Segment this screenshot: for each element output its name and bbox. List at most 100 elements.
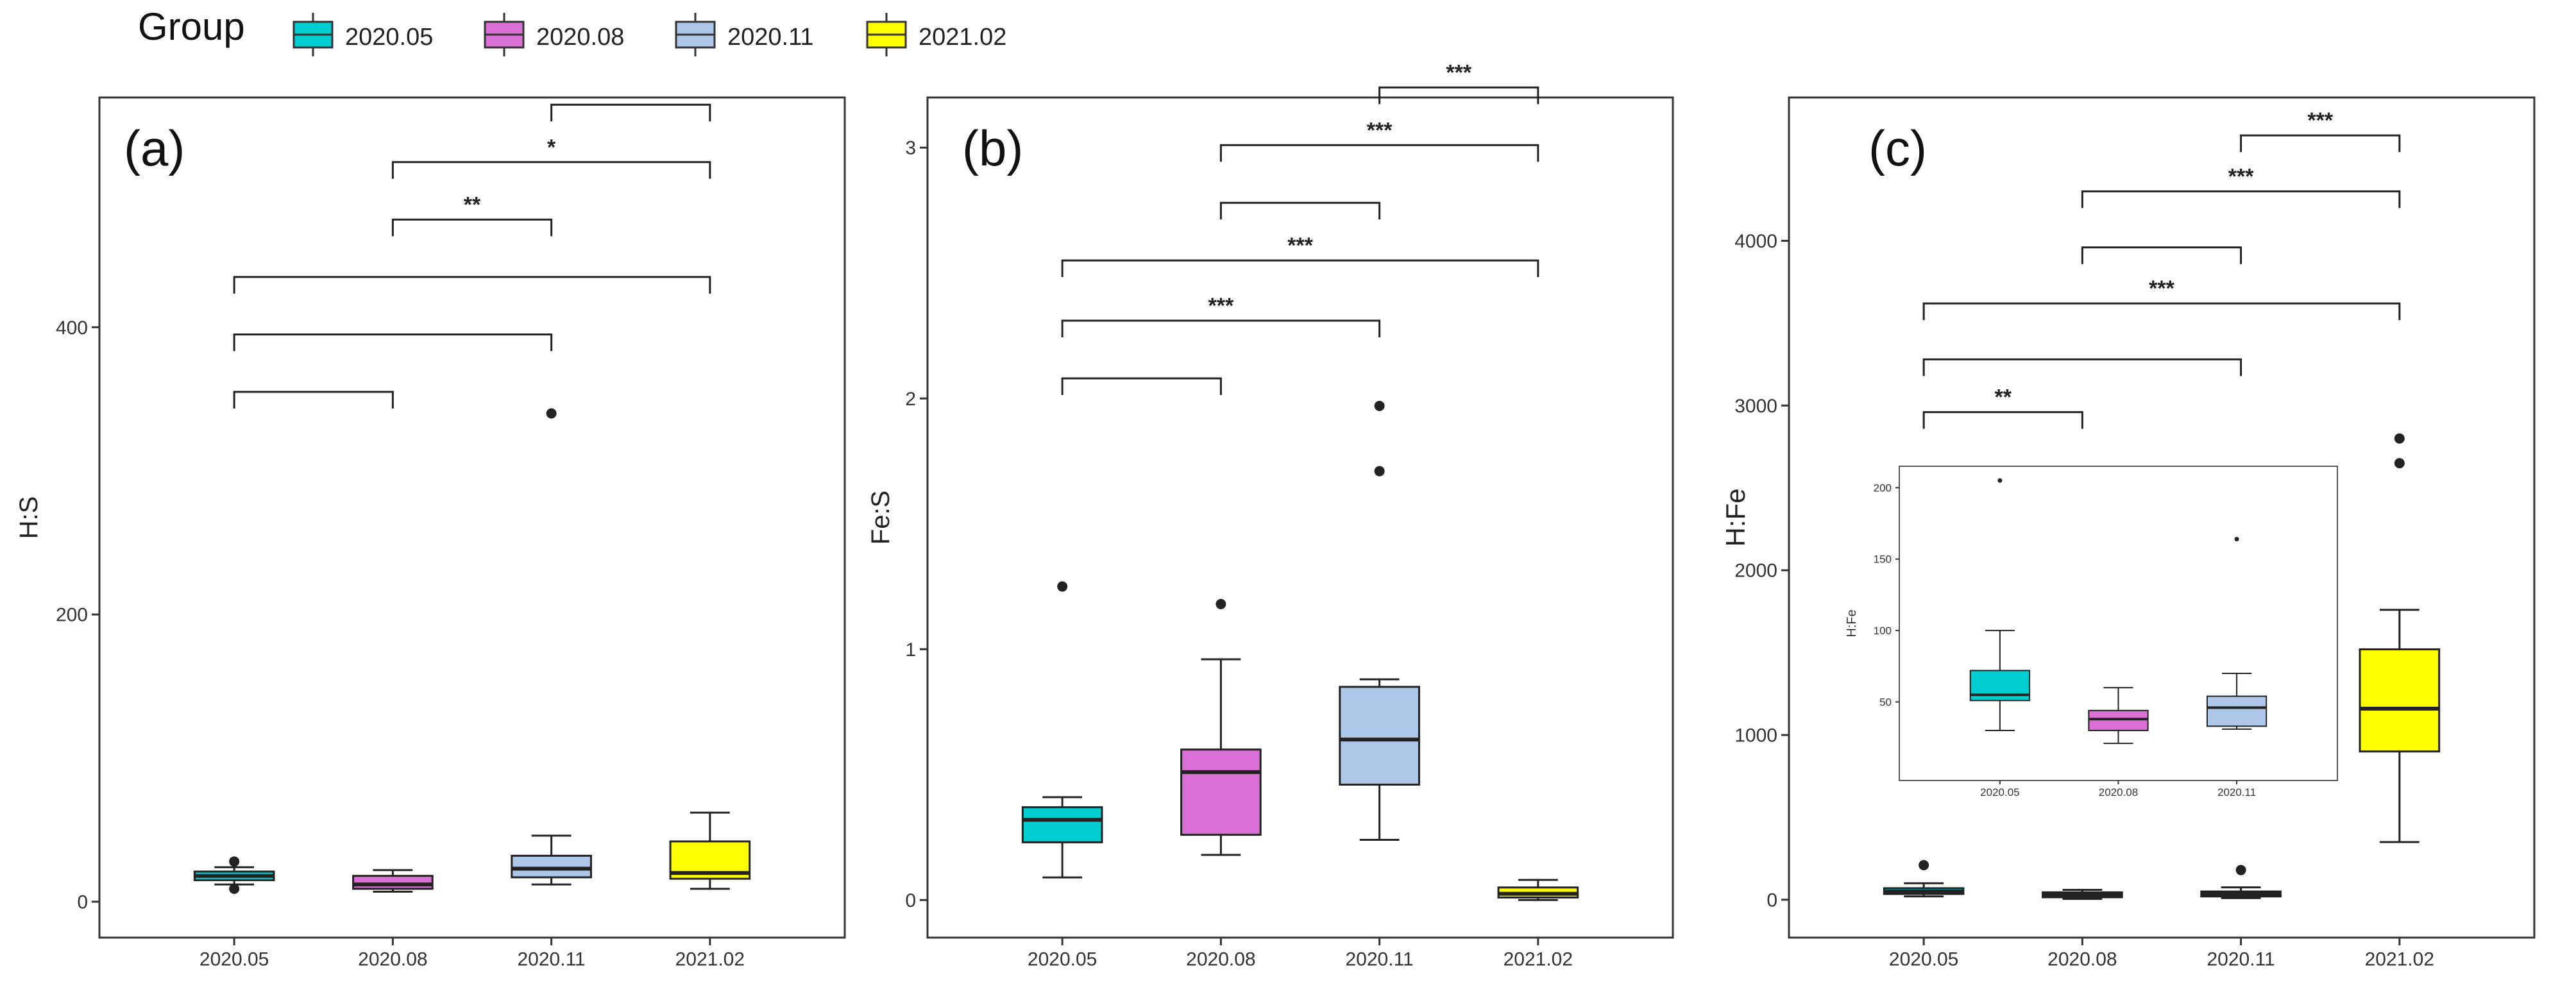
significance-label: ***: [2149, 276, 2174, 301]
x-tick-label: 2020.05: [1028, 949, 1097, 970]
comparison-bracket: [391, 161, 711, 179]
y-tick-label: 3: [905, 138, 916, 159]
comparison-bracket: [550, 103, 711, 122]
comparison-bracket: [1061, 259, 1539, 278]
outlier-point: [2235, 865, 2246, 875]
comparison-bracket: [2240, 134, 2401, 153]
panel-b: (b) Fe:S 0 1 2 3 2020.05 2020.08 2020.11 2021.0…: [867, 60, 1674, 970]
x-tick-label: 2020.11: [2207, 949, 2275, 970]
x-tick-label: 2020.05: [199, 949, 269, 970]
outlier-point: [2394, 433, 2405, 444]
legend-label: 2021.02: [919, 24, 1006, 51]
outlier-point: [229, 883, 240, 894]
y-tick-label: 100: [1874, 625, 1892, 637]
legend-item-2020-05[interactable]: 2020.05: [292, 13, 433, 56]
significance-label: **: [464, 192, 481, 217]
comparison-bracket: [1061, 319, 1381, 338]
comparison-bracket: [391, 218, 553, 237]
outlier-point: [229, 856, 240, 867]
significance-label: **: [1995, 385, 2012, 410]
x-tick-label: 2021.02: [675, 949, 745, 970]
panel-a-frame: [98, 96, 846, 939]
significance-label: ***: [1367, 118, 1393, 142]
x-tick-label: 2020.05: [1980, 786, 2019, 798]
box-2020.08: [2088, 709, 2149, 732]
outlier-point: [546, 408, 557, 419]
comparison-bracket: [233, 391, 394, 409]
significance-label: ***: [2228, 164, 2254, 189]
legend-item-2020-08[interactable]: 2020.08: [484, 13, 624, 56]
y-tick-label: 0: [77, 892, 88, 913]
panel-c: (c) H:Fe 0 1000 2000 3000 4000 2020.05 2020.08…: [1720, 96, 2536, 970]
x-tick-label: 2020.05: [1889, 949, 1958, 970]
legend-title: Group: [138, 5, 245, 48]
legend-item-2021-02[interactable]: 2021.02: [866, 13, 1006, 56]
y-tick-label: 50: [1879, 696, 1892, 708]
legend-label: 2020.08: [536, 24, 624, 51]
panel-c-y-axis-title: H:Fe: [1720, 488, 1750, 546]
panel-b-y-axis-title: Fe:S: [867, 491, 895, 544]
inset-y-axis-title: H:Fe: [1845, 609, 1859, 637]
y-tick-label: 4000: [1734, 231, 1777, 252]
comparison-bracket: [1061, 377, 1222, 395]
outlier-point: [1057, 581, 1068, 592]
box-2020.08: [1180, 748, 1262, 836]
y-tick-label: 0: [905, 890, 916, 911]
significance-label: ***: [1446, 60, 1471, 85]
x-tick-label: 2020.08: [1186, 949, 1255, 970]
y-tick-label: 400: [56, 317, 88, 339]
box-2020.05: [1021, 806, 1103, 843]
inset-chart: H:Fe 50 100 150 200 2020.05 2020.08 2020.11: [1845, 466, 2338, 798]
y-tick-label: 0: [1767, 890, 1777, 911]
comparison-bracket: [1219, 144, 1539, 162]
box-2020.08: [352, 875, 434, 890]
legend-label: 2020.05: [345, 24, 433, 51]
panel-a: (a) H:S 0 200 400 2020.05 2020.08 2020.11 2021…: [15, 96, 846, 970]
comparison-bracket: [2081, 190, 2401, 208]
significance-label: *: [547, 135, 556, 160]
panel-a-label: (a): [124, 120, 185, 176]
box-2021.02: [2359, 648, 2441, 753]
outlier-point: [1997, 478, 2003, 483]
y-tick-label: 2: [905, 389, 916, 410]
significance-label: ***: [1287, 233, 1313, 258]
y-tick-label: 1000: [1734, 725, 1777, 747]
y-tick-label: 200: [56, 605, 88, 626]
y-tick-label: 200: [1874, 482, 1892, 494]
box-2020.11: [2206, 695, 2267, 727]
comparison-bracket: [1922, 302, 2401, 321]
outlier-point: [1216, 598, 1226, 609]
panel-b-marks: 0 1 2 3 2020.05 2020.08 2020.11 2021.02 *** *** **…: [905, 60, 1579, 970]
panel-c-frame: [1788, 96, 2536, 939]
comparison-bracket: [1922, 358, 2242, 376]
x-tick-label: 2020.08: [358, 949, 427, 970]
panel-c-marks: 0 1000 2000 3000 4000 2020.05 2020.08 2020.11 20…: [1734, 108, 2441, 970]
outlier-point: [2394, 458, 2405, 469]
comparison-bracket: [233, 276, 711, 294]
panel-c-label: (c): [1868, 120, 1927, 176]
x-tick-label: 2020.11: [1346, 949, 1414, 970]
x-tick-label: 2020.11: [518, 949, 586, 970]
y-tick-label: 150: [1874, 553, 1892, 566]
x-tick-label: 2020.08: [2099, 786, 2138, 798]
x-tick-label: 2021.02: [1504, 949, 1573, 970]
comparison-bracket: [233, 333, 553, 351]
inset-marks: 50 100 150 200 2020.05 2020.08 2020.11: [1874, 478, 2267, 798]
significance-label: ***: [2307, 108, 2333, 133]
outlier-point: [1919, 859, 1929, 870]
legend-item-2020-11[interactable]: 2020.11: [675, 13, 814, 56]
comparison-bracket: [1922, 411, 2083, 429]
outlier-point: [1374, 466, 1385, 477]
box-2020.11: [1339, 686, 1420, 786]
y-tick-label: 1: [905, 639, 916, 661]
comparison-bracket: [1219, 201, 1381, 220]
y-tick-label: 2000: [1734, 561, 1777, 582]
outlier-point: [2234, 537, 2239, 542]
y-tick-label: 3000: [1734, 396, 1777, 417]
panel-a-y-axis-title: H:S: [15, 496, 43, 539]
x-tick-label: 2020.08: [2047, 949, 2117, 970]
panel-b-label: (b): [962, 120, 1023, 176]
x-tick-label: 2020.11: [2217, 786, 2256, 798]
